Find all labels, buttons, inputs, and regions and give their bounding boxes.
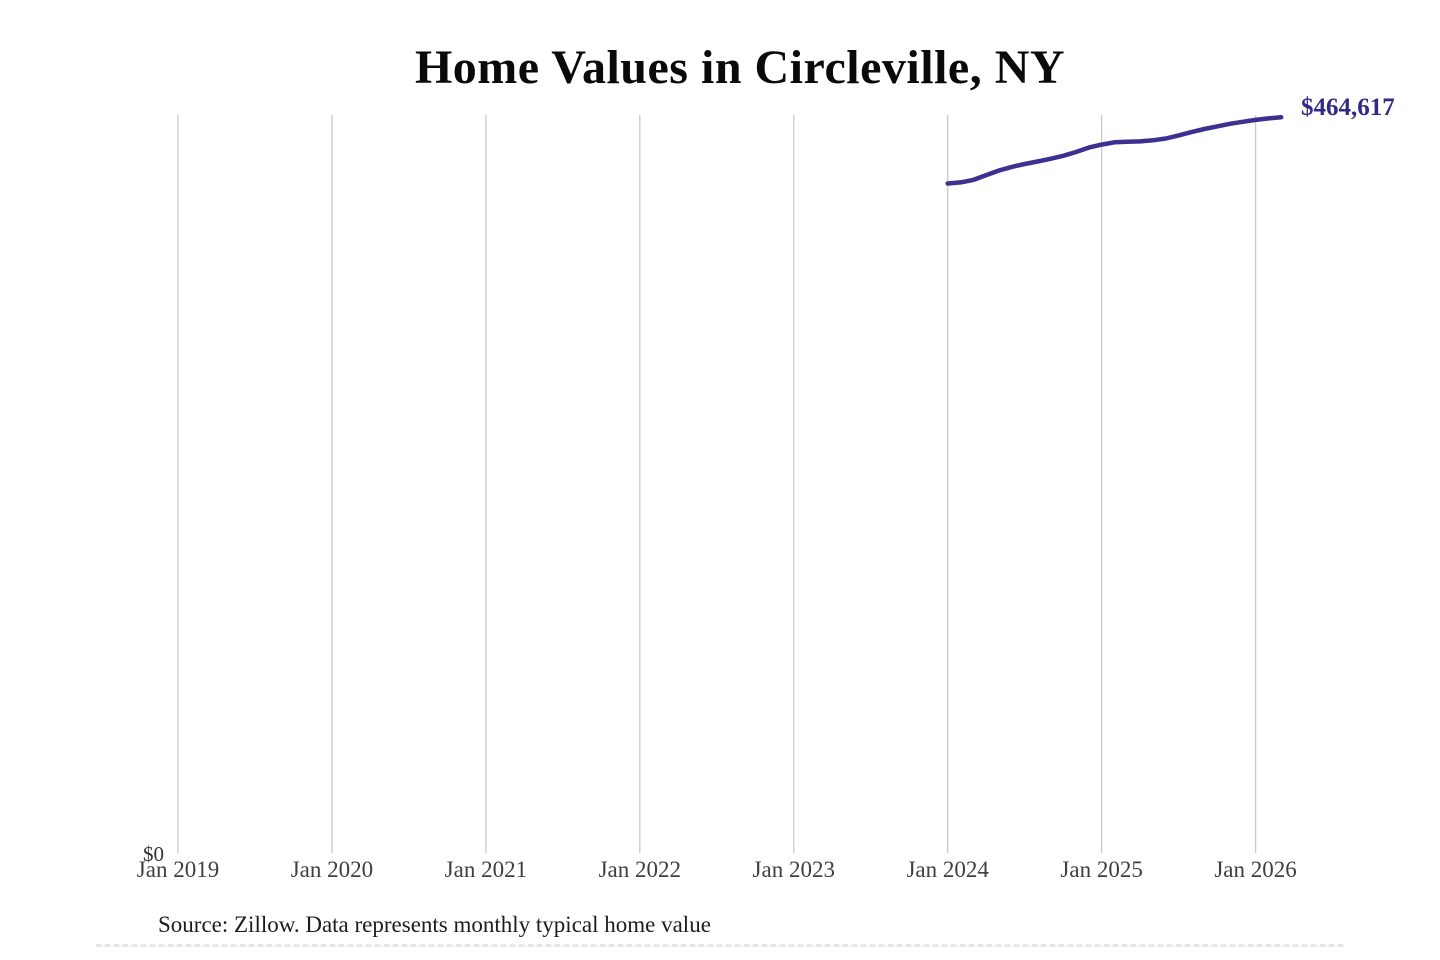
gridline-group <box>177 115 1257 853</box>
x-axis-label: Jan 2021 <box>444 857 528 882</box>
x-axis-label: Jan 2020 <box>290 857 374 882</box>
cut-off-text-strip <box>96 944 1344 947</box>
x-axis-label: Jan 2026 <box>1214 857 1297 882</box>
home-value-line <box>945 115 1284 186</box>
x-axis-label: Jan 2022 <box>598 857 682 882</box>
x-axis-label: Jan 2023 <box>752 857 835 882</box>
x-axis-label: Jan 2019 <box>136 857 220 882</box>
latest-value-annotation: $464,617 <box>1301 94 1395 121</box>
chart-title: Home Values in Circleville, NY <box>414 41 1066 94</box>
source-note: Source: Zillow. Data represents monthly … <box>158 912 711 937</box>
x-axis-label: Jan 2024 <box>906 857 989 882</box>
y-axis-zero-label: $0 <box>143 842 164 866</box>
x-axis-label: Jan 2025 <box>1060 857 1143 882</box>
